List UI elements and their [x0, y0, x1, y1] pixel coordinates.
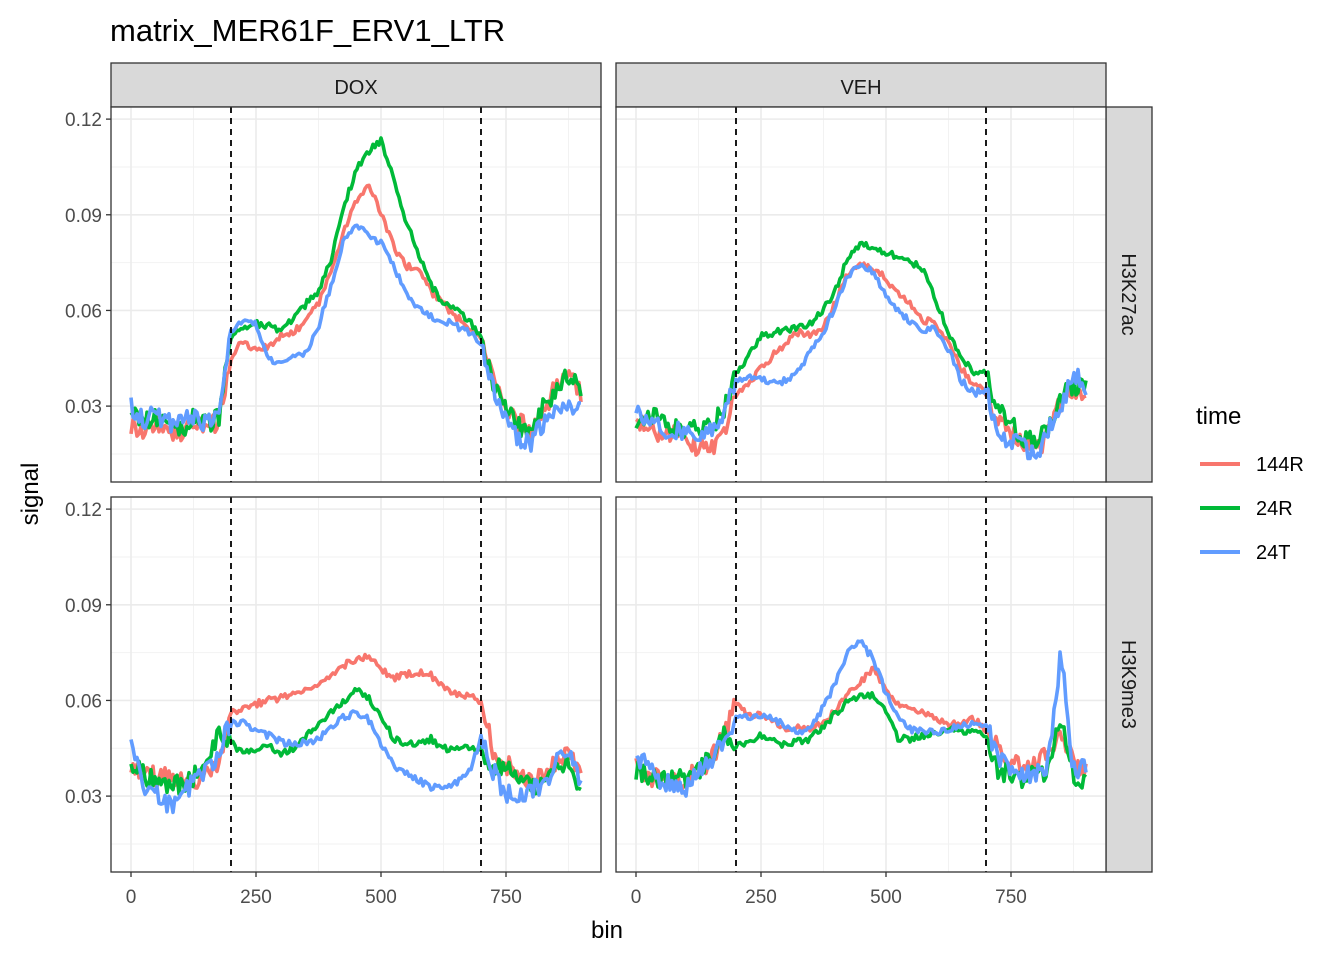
- panel-background: [111, 497, 601, 872]
- panel-veh-h3k27ac: [615, 106, 1107, 483]
- y-tick-label: 0.03: [65, 787, 102, 808]
- series-line-24t: [635, 639, 1088, 798]
- legend-label-24t: 24T: [1256, 542, 1290, 564]
- panel-dox-h3k9me3: 0.03 0.06 0.09 0.12 0 250 500 750: [65, 496, 602, 908]
- strip-label-h3k27ac: H3K27ac: [1117, 253, 1139, 335]
- x-axis-label: bin: [591, 917, 623, 944]
- panel-background: [616, 107, 1106, 482]
- y-tick-label: 0.03: [65, 397, 102, 418]
- y-tick-label: 0.06: [65, 691, 102, 712]
- y-tick-label: 0.12: [65, 500, 102, 521]
- legend: time 144R 24R 24T: [1196, 403, 1304, 564]
- series-line-24t: [634, 262, 1088, 461]
- x-tick-label: 250: [240, 887, 272, 908]
- panel-border: [110, 106, 602, 483]
- x-tick-label: 750: [995, 887, 1027, 908]
- strip-label-dox: DOX: [334, 77, 377, 99]
- legend-label-144r: 144R: [1256, 454, 1304, 476]
- strip-label-h3k9me3: H3K9me3: [1117, 640, 1139, 729]
- y-tick-label: 0.12: [65, 110, 102, 131]
- panel-border: [110, 496, 602, 873]
- y-axis-label: signal: [17, 463, 44, 526]
- strip-dox: [110, 62, 602, 108]
- x-tick-label: 750: [490, 887, 522, 908]
- x-tick-label: 500: [365, 887, 397, 908]
- y-tick-label: 0.09: [65, 206, 102, 227]
- y-tick-label: 0.09: [65, 596, 102, 617]
- chart-title: matrix_MER61F_ERV1_LTR: [110, 13, 505, 48]
- legend-title: time: [1196, 403, 1241, 430]
- x-tick-label: 250: [745, 887, 777, 908]
- panel-border: [615, 106, 1107, 483]
- strip-h3k27ac: [1105, 106, 1153, 483]
- series-line-24t: [129, 223, 582, 453]
- strip-h3k9me3: [1105, 496, 1153, 873]
- y-tick-label: 0.06: [65, 301, 102, 322]
- series-line-24t: [129, 709, 583, 815]
- legend-label-24r: 24R: [1256, 498, 1293, 520]
- x-tick-label: 0: [126, 887, 137, 908]
- panel-veh-h3k9me3: 0 250 500 750: [615, 496, 1107, 908]
- strip-veh: [615, 62, 1107, 108]
- x-tick-label: 500: [870, 887, 902, 908]
- panel-dox-h3k27ac: 0.03 0.06 0.09 0.12: [65, 106, 602, 483]
- panel-border: [615, 496, 1107, 873]
- x-tick-label: 0: [631, 887, 642, 908]
- strip-label-veh: VEH: [840, 77, 881, 99]
